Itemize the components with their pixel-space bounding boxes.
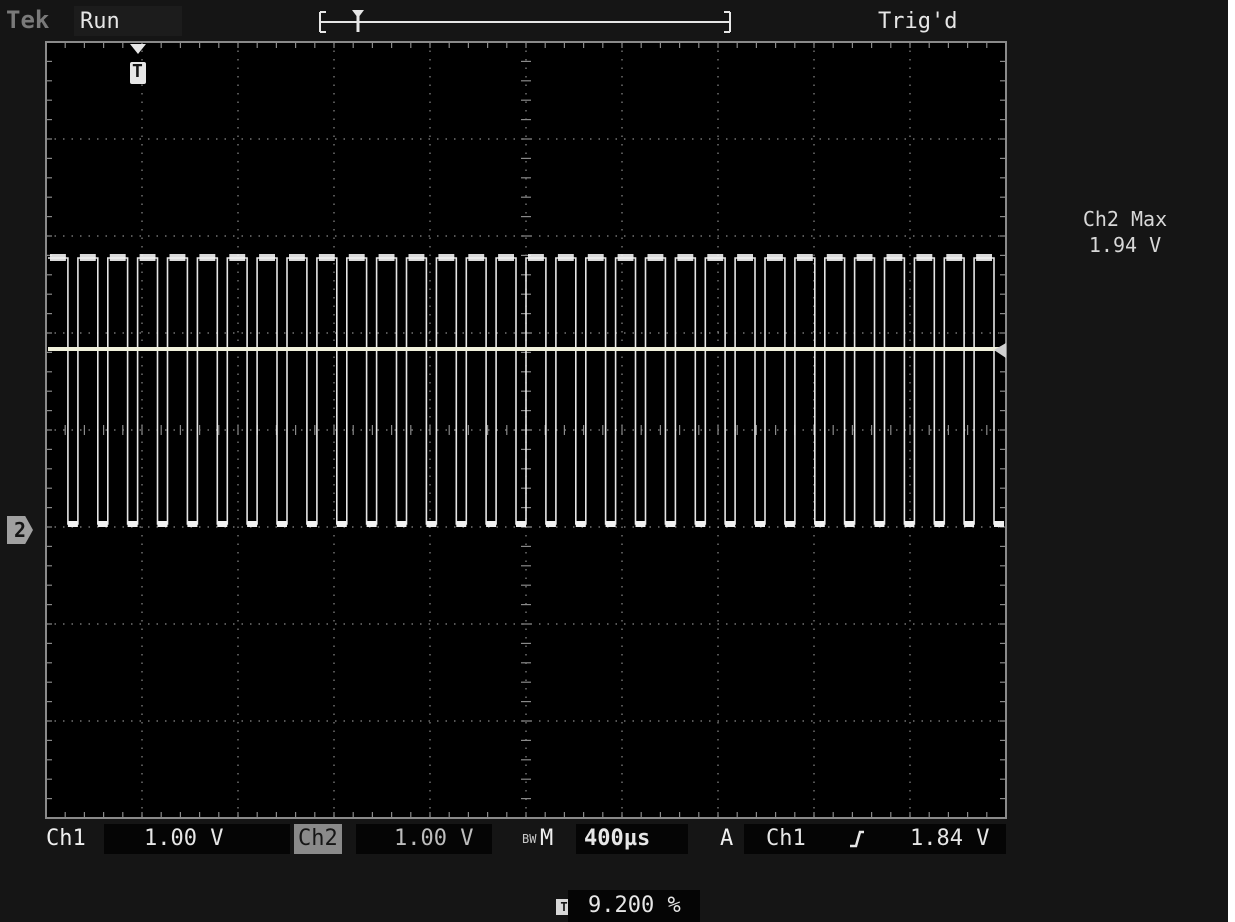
trigger-settings-box: Ch1 1.84 V [744, 824, 1006, 854]
trigger-status: Trig'd [872, 6, 1002, 36]
ch2-scale: 1.00 V [394, 826, 474, 851]
ch2-label: Ch2 [294, 824, 342, 854]
rising-edge-icon [850, 830, 864, 848]
trigger-status-label: Trig'd [878, 9, 958, 34]
timebase-box: 400µs [576, 824, 688, 854]
ch1-label: Ch1 [46, 826, 86, 851]
ch2-scale-box: 1.00 V [356, 824, 492, 854]
trigger-position: 9.200 % [588, 893, 681, 918]
trigger-position-box: 9.200 % [568, 890, 700, 922]
brand-logo: Tek [6, 6, 50, 34]
ch1-scale-box: 1.00 V [104, 824, 290, 854]
mode-label: M [540, 826, 554, 851]
run-status-label: Run [80, 9, 120, 34]
ch2-waveform [48, 254, 1004, 527]
trigger-marker-icon [130, 44, 146, 84]
ch1-scale: 1.00 V [144, 826, 224, 851]
acquisition-status: Run [74, 6, 182, 36]
record-view-bar [316, 6, 738, 36]
trigger-marker-label: T [132, 61, 143, 82]
measurement-readout: Ch2 Max 1.94 V [1030, 206, 1220, 258]
bandwidth-label: BW [522, 832, 537, 846]
trigger-level-arrow-icon [994, 343, 1006, 358]
trigger-level: 1.84 V [910, 826, 990, 851]
measurement-label: Ch2 Max [1082, 207, 1168, 231]
measurement-value: 1.94 V [1088, 233, 1162, 257]
trigger-channel: Ch1 [766, 826, 806, 851]
trigger-position-icon [352, 10, 364, 32]
trigger-source-label: A [720, 826, 734, 851]
timebase: 400µs [584, 826, 651, 851]
